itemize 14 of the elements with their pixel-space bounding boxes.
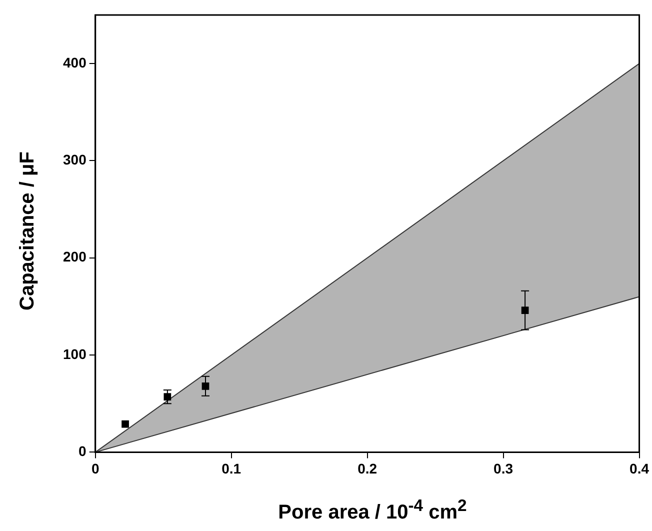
y-tick-label: 200: [63, 248, 87, 265]
x-axis-title: Pore area / 10$^{-4}$ cm$^{2}$: [277, 496, 468, 525]
point: [164, 393, 172, 401]
y-tick-label: 300: [63, 152, 87, 168]
y-tick-label: 400: [63, 54, 87, 70]
point: [122, 420, 129, 428]
x-tick-label: 0.3: [494, 460, 514, 476]
y-tick-label: 0: [78, 443, 87, 460]
y-axis-title: Capacitance / μF: [16, 152, 40, 310]
x-tick-label: 0.1: [222, 460, 242, 476]
x-tick-label: 0.2: [358, 460, 378, 476]
x-tick-label: 0.4: [630, 460, 650, 476]
x-tick-label: 0: [91, 460, 100, 476]
y-tick-label: 100: [63, 346, 87, 362]
